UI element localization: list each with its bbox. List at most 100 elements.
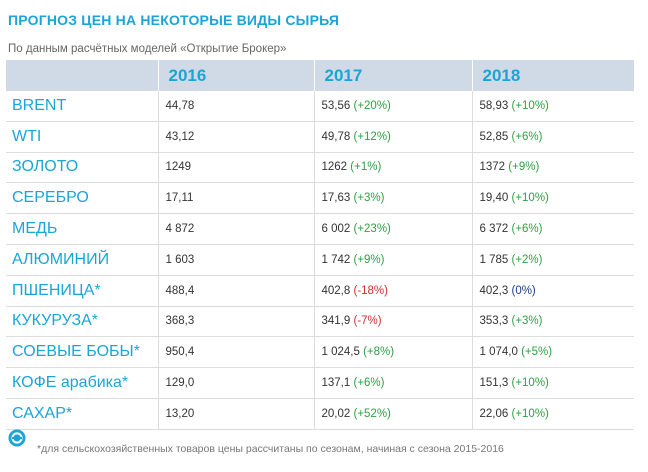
price-2018: 1 785 — [479, 253, 509, 266]
page-title: ПРОГНОЗ ЦЕН НА НЕКОТОРЫЕ ВИДЫ СЫРЬЯ — [8, 12, 340, 28]
change-2017: (+20%) — [353, 99, 391, 112]
change-2018: (+3%) — [511, 315, 543, 328]
price-2018: 58,93 — [479, 99, 509, 112]
price-2016: 4 872 — [158, 213, 315, 245]
table-row: АЛЮМИНИЙ 1 603 1 742 (+9%) 1 785 (+2%) — [6, 244, 634, 276]
price-2016: 1249 — [158, 152, 315, 184]
change-2017: (+8%) — [363, 346, 395, 359]
price-cell-2017: 53,56 (+20%) — [314, 91, 473, 122]
price-2018: 1372 — [479, 161, 506, 174]
price-2017: 20,02 — [321, 407, 351, 420]
price-cell-2017: 49,78 (+12%) — [314, 121, 473, 153]
table-row: ЗОЛОТО 1249 1262 (+1%) 1372 (+9%) — [6, 152, 634, 184]
price-2017: 341,9 — [321, 315, 351, 328]
price-2017: 1 742 — [321, 253, 351, 266]
price-cell-2018: 402,3 (0%) — [472, 275, 634, 307]
commodity-name: СЕРЕБРО — [6, 182, 159, 215]
table-row: BRENT 44,78 53,56 (+20%) 58,93 (+10%) — [6, 91, 634, 122]
price-2018: 1 074,0 — [479, 346, 518, 359]
table-row: WTI 43,12 49,78 (+12%) 52,85 (+6%) — [6, 121, 634, 153]
price-2017: 17,63 — [321, 192, 351, 205]
price-2016: 129,0 — [158, 367, 315, 399]
price-2017: 1262 — [321, 161, 348, 174]
commodity-name: ПШЕНИЦА* — [6, 275, 159, 307]
price-cell-2017: 402,8 (-18%) — [314, 275, 473, 307]
price-cell-2018: 353,3 (+3%) — [472, 306, 634, 338]
price-2017: 49,78 — [321, 130, 351, 143]
change-2018: (+6%) — [511, 130, 543, 143]
commodity-name: BRENT — [6, 91, 159, 122]
price-2017: 6 002 — [321, 223, 351, 236]
change-2017: (+3%) — [353, 192, 385, 205]
price-2018: 19,40 — [479, 192, 509, 205]
change-2018: (+5%) — [521, 346, 553, 359]
table-header-row: 2016 2017 2018 — [6, 60, 635, 91]
price-cell-2018: 1372 (+9%) — [472, 152, 634, 184]
change-2017: (+6%) — [353, 377, 385, 390]
commodity-name: КОФЕ арабика* — [6, 367, 159, 399]
price-cell-2017: 17,63 (+3%) — [314, 182, 473, 215]
price-2016: 44,78 — [158, 91, 315, 122]
price-2018: 402,3 — [479, 284, 509, 297]
change-2018: (0%) — [511, 284, 536, 297]
price-2016: 1 603 — [158, 244, 315, 276]
commodity-name: КУКУРУЗА* — [6, 306, 159, 338]
table-row: КУКУРУЗА* 368,3 341,9 (-7%) 353,3 (+3%) — [6, 306, 634, 338]
change-2018: (+10%) — [511, 377, 549, 390]
price-2017: 402,8 — [321, 284, 351, 297]
price-cell-2018: 6 372 (+6%) — [472, 213, 634, 245]
price-2018: 353,3 — [479, 315, 509, 328]
change-2017: (+1%) — [350, 161, 382, 174]
price-cell-2018: 1 785 (+2%) — [472, 244, 634, 276]
table-row: СОЕВЫЕ БОБЫ* 950,4 1 024,5 (+8%) 1 074,0 (+… — [6, 336, 634, 369]
price-cell-2018: 58,93 (+10%) — [472, 91, 634, 122]
change-2018: (+9%) — [508, 161, 540, 174]
table-row: МЕДЬ 4 872 6 002 (+23%) 6 372 (+6%) — [6, 213, 634, 245]
commodity-name: АЛЮМИНИЙ — [6, 244, 159, 276]
price-cell-2017: 1262 (+1%) — [314, 152, 473, 184]
commodity-name: САХАР* — [6, 398, 159, 430]
price-cell-2017: 341,9 (-7%) — [314, 306, 473, 338]
price-forecast-table: 2016 2017 2018 BRENT 44,78 53,56 (+20%) 58,… — [6, 60, 635, 430]
price-2016: 950,4 — [158, 336, 315, 369]
change-2018: (+10%) — [511, 99, 549, 112]
page-subtitle: По данным расчётных моделей «Открытие Бр… — [8, 43, 287, 55]
price-cell-2017: 6 002 (+23%) — [314, 213, 473, 245]
table-row: САХАР* 13,20 20,02 (+52%) 22,06 (+10%) — [6, 398, 634, 430]
change-2017: (+12%) — [353, 130, 391, 143]
price-cell-2018: 19,40 (+10%) — [472, 182, 634, 215]
change-2017: (-7%) — [353, 315, 382, 328]
change-2017: (+9%) — [353, 253, 385, 266]
price-2017: 53,56 — [321, 99, 351, 112]
price-cell-2018: 151,3 (+10%) — [472, 367, 634, 399]
commodity-name: МЕДЬ — [6, 213, 159, 245]
commodity-name: WTI — [6, 121, 159, 153]
price-2016: 13,20 — [158, 398, 315, 430]
header-year-2018: 2018 — [472, 60, 635, 91]
change-2017: (+52%) — [353, 407, 391, 420]
change-2018: (+10%) — [511, 192, 549, 205]
table-body: BRENT 44,78 53,56 (+20%) 58,93 (+10%) WTI 43,… — [6, 91, 634, 430]
table-row: КОФЕ арабика* 129,0 137,1 (+6%) 151,3 (+10%… — [6, 367, 634, 399]
change-2018: (+10%) — [511, 407, 549, 420]
header-blank-cell — [6, 60, 159, 91]
footnote: *для сельскохозяйственных товаров цены р… — [37, 443, 504, 455]
change-2018: (+6%) — [511, 223, 543, 236]
header-year-2017: 2017 — [314, 60, 473, 91]
table-row: СЕРЕБРО 17,11 17,63 (+3%) 19,40 (+10%) — [6, 182, 634, 215]
price-2018: 6 372 — [479, 223, 509, 236]
change-2018: (+2%) — [511, 253, 543, 266]
otkritie-logo-icon — [8, 429, 26, 447]
header-year-2016: 2016 — [158, 60, 315, 91]
price-cell-2018: 22,06 (+10%) — [472, 398, 634, 430]
price-cell-2018: 1 074,0 (+5%) — [472, 336, 634, 369]
price-2016: 43,12 — [158, 121, 315, 153]
price-cell-2017: 1 024,5 (+8%) — [314, 336, 473, 369]
change-2017: (-18%) — [353, 284, 388, 297]
price-cell-2017: 137,1 (+6%) — [314, 367, 473, 399]
commodity-name: СОЕВЫЕ БОБЫ* — [6, 336, 159, 369]
price-2016: 17,11 — [158, 182, 315, 215]
price-2018: 52,85 — [479, 130, 509, 143]
price-2016: 488,4 — [158, 275, 315, 307]
change-2017: (+23%) — [353, 223, 391, 236]
